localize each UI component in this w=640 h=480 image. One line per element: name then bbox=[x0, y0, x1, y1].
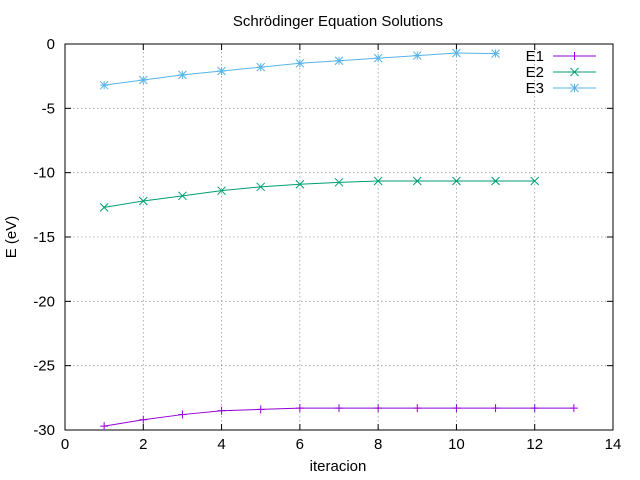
axes: 0 2 4 6 8 10 12 14 0 -5 -10 -15 -20 -25 -30 bbox=[33, 36, 621, 453]
data-point bbox=[334, 56, 344, 66]
x-tick-label: 4 bbox=[217, 436, 225, 453]
x-axis-label: iteracion bbox=[310, 458, 367, 475]
data-point bbox=[138, 196, 148, 206]
data-point bbox=[256, 62, 266, 72]
data-point bbox=[256, 405, 265, 414]
x-tick-label: 2 bbox=[139, 436, 147, 453]
data-point bbox=[139, 415, 148, 424]
x-tick-label: 0 bbox=[61, 436, 69, 453]
chart-title: Schrödinger Equation Solutions bbox=[233, 13, 443, 30]
legend-label-e1: E1 bbox=[526, 48, 544, 65]
data-point bbox=[452, 48, 461, 58]
data-point bbox=[413, 404, 422, 413]
legend-label-e3: E3 bbox=[526, 80, 544, 97]
data-point bbox=[373, 176, 383, 186]
y-tick-label: -15 bbox=[33, 229, 55, 246]
data-point bbox=[178, 410, 187, 419]
data-point bbox=[178, 70, 187, 80]
data-point bbox=[334, 177, 344, 187]
data-point bbox=[295, 179, 305, 189]
legend-label-e2: E2 bbox=[526, 64, 544, 81]
y-tick-label: -10 bbox=[33, 165, 55, 182]
x-tick-label: 14 bbox=[605, 436, 622, 453]
data-point bbox=[100, 422, 109, 431]
y-tick-label: -30 bbox=[33, 422, 55, 439]
data-point bbox=[570, 83, 579, 93]
data-point bbox=[178, 191, 187, 201]
y-tick-label: -25 bbox=[33, 358, 55, 375]
data-point bbox=[491, 49, 500, 59]
data-point bbox=[530, 404, 539, 413]
data-series bbox=[99, 48, 578, 431]
data-point bbox=[295, 404, 304, 413]
x-tick-label: 6 bbox=[296, 436, 304, 453]
y-tick-label: -20 bbox=[33, 293, 55, 310]
data-point bbox=[256, 182, 266, 192]
y-axis-label: E (eV) bbox=[3, 216, 20, 259]
data-point bbox=[374, 404, 383, 413]
data-point bbox=[412, 176, 422, 186]
data-point bbox=[530, 176, 540, 186]
data-point bbox=[335, 404, 343, 413]
data-point bbox=[570, 52, 579, 60]
data-point bbox=[569, 404, 578, 413]
data-point bbox=[99, 203, 109, 212]
x-tick-label: 8 bbox=[374, 436, 382, 453]
data-point bbox=[217, 406, 226, 415]
grid-lines bbox=[65, 44, 613, 430]
data-point bbox=[217, 186, 226, 196]
data-point bbox=[295, 58, 305, 68]
data-point bbox=[491, 404, 500, 413]
data-point bbox=[570, 67, 579, 77]
data-point bbox=[373, 53, 383, 63]
series-line-e2 bbox=[104, 180, 535, 208]
x-tick-label: 12 bbox=[526, 436, 543, 453]
y-tick-label: -5 bbox=[42, 100, 55, 117]
data-point bbox=[412, 51, 422, 60]
x-tick-label: 10 bbox=[448, 436, 465, 453]
data-point bbox=[452, 176, 461, 186]
data-point bbox=[217, 66, 226, 76]
data-point bbox=[452, 404, 461, 413]
data-point bbox=[491, 176, 500, 186]
y-tick-label: 0 bbox=[47, 36, 55, 53]
data-point bbox=[99, 80, 109, 90]
data-point bbox=[138, 75, 148, 85]
